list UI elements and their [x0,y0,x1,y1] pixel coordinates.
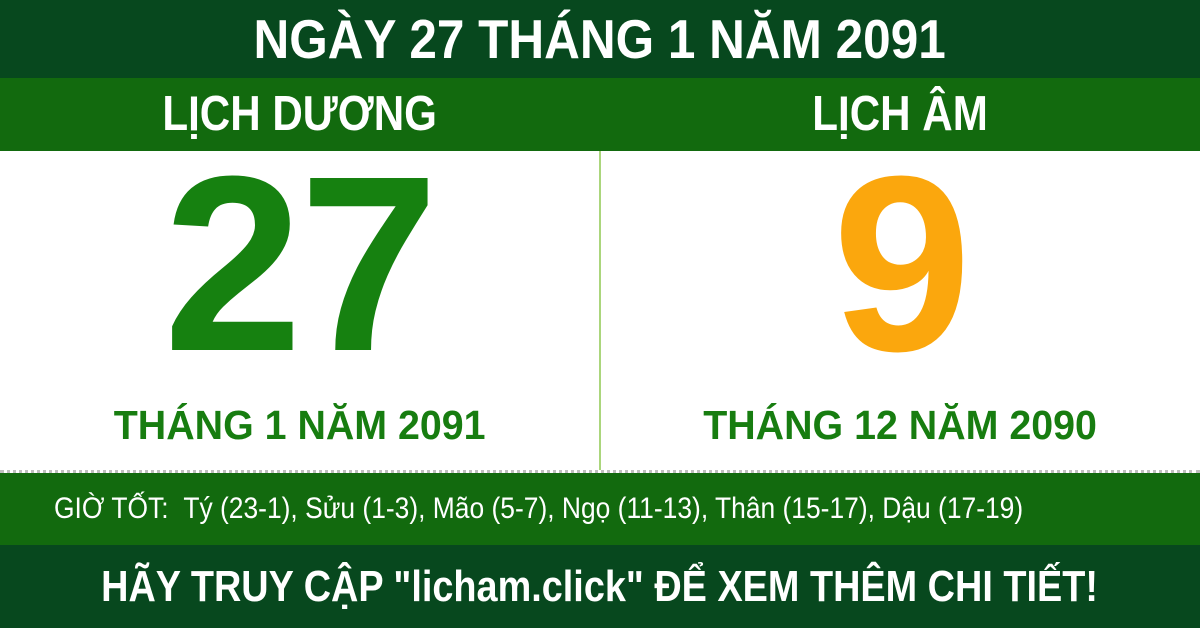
solar-day-number: 27 [163,124,438,403]
lunar-type-label: LỊCH ÂM [812,87,988,141]
panel-divider [599,151,601,470]
good-hours-text: GIỜ TỐT: Tý (23-1), Sửu (1-3), Mão (5-7)… [54,494,1023,524]
date-header: NGÀY 27 THÁNG 1 NĂM 2091 [0,0,1200,78]
solar-type-cell: LỊCH DƯƠNG [0,78,600,151]
solar-type-label: LỊCH DƯƠNG [162,87,438,141]
lunar-panel: 9 THÁNG 12 NĂM 2090 [601,139,1200,470]
calendar-type-row: LỊCH DƯƠNG LỊCH ÂM [0,78,1200,151]
good-hours-label: GIỜ TỐT: [54,492,169,525]
lunar-day-number: 9 [832,124,971,403]
solar-month-year: THÁNG 1 NĂM 2091 [113,402,486,448]
lunar-month-year: THÁNG 12 NĂM 2090 [703,402,1098,448]
page-title: NGÀY 27 THÁNG 1 NĂM 2091 [253,7,947,70]
solar-panel: 27 THÁNG 1 NĂM 2091 [0,139,599,470]
lunar-type-cell: LỊCH ÂM [600,78,1200,151]
footer-banner: HÃY TRUY CẬP "licham.click" ĐỂ XEM THÊM … [0,545,1200,628]
good-hours-bar: GIỜ TỐT: Tý (23-1), Sửu (1-3), Mão (5-7)… [0,473,1200,545]
footer-message: HÃY TRUY CẬP "licham.click" ĐỂ XEM THÊM … [101,561,1099,611]
calendar-panels: 27 THÁNG 1 NĂM 2091 9 THÁNG 12 NĂM 2090 [0,139,1200,473]
good-hours-list: Tý (23-1), Sửu (1-3), Mão (5-7), Ngọ (11… [183,492,1024,525]
